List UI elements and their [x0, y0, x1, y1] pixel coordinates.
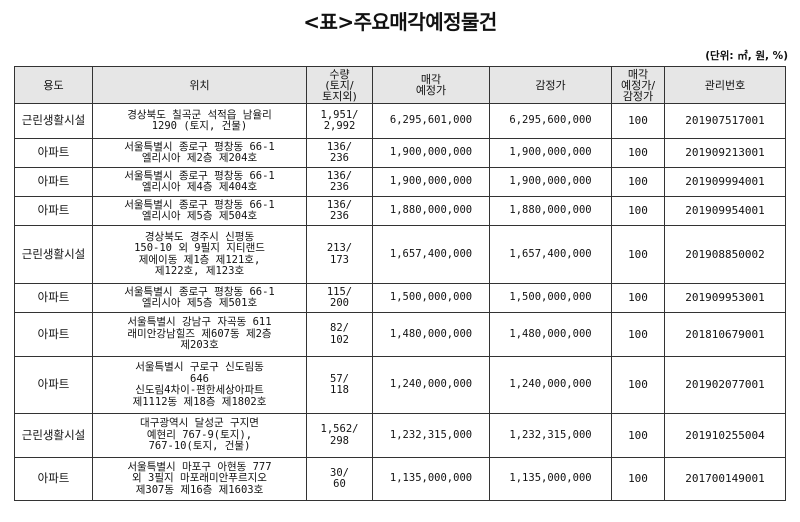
cell-ratio: 100	[611, 167, 665, 197]
cell-location: 서울특별시 종로구 평창동 66-1 엘리시아 제2층 제204호	[92, 138, 307, 168]
table-row: 근린생활시설 경상북도 칠곡군 석적읍 남율리 1290 (토지, 건물) 1,…	[14, 103, 786, 139]
cell-use: 아파트	[14, 312, 93, 357]
cell-ratio: 100	[611, 283, 665, 313]
cell-sale-price: 1,900,000,000	[372, 167, 490, 197]
cell-mgmt-no: 201909994001	[664, 167, 786, 197]
cell-location: 서울특별시 종로구 평창동 66-1 엘리시아 제5층 제504호	[92, 196, 307, 226]
cell-appraisal: 1,135,000,000	[489, 457, 612, 501]
table-row: 아파트 서울특별시 종로구 평창동 66-1 엘리시아 제5층 제501호 11…	[14, 283, 786, 313]
table-row: 아파트 서울특별시 종로구 평창동 66-1 엘리시아 제2층 제204호 13…	[14, 138, 786, 168]
cell-ratio: 100	[611, 413, 665, 458]
cell-location: 경상북도 경주시 신평동 150-10 외 9필지 지티랜드 제에이동 제1층 …	[92, 225, 307, 284]
cell-location: 서울특별시 종로구 평창동 66-1 엘리시아 제5층 제501호	[92, 283, 307, 313]
table-header-row: 용도 위치 수량 (토지/ 토지외) 매각 예정가 감정가 매각 예정가/ 감정…	[14, 66, 786, 104]
header-location: 위치	[92, 66, 307, 104]
cell-quantity: 1,951/ 2,992	[306, 103, 373, 139]
cell-location: 서울특별시 마포구 아현동 777 외 3필지 마포래미안푸르지오 제307동 …	[92, 457, 307, 501]
header-appraisal: 감정가	[489, 66, 612, 104]
cell-quantity: 115/ 200	[306, 283, 373, 313]
cell-appraisal: 1,480,000,000	[489, 312, 612, 357]
cell-quantity: 82/ 102	[306, 312, 373, 357]
cell-sale-price: 1,657,400,000	[372, 225, 490, 284]
cell-appraisal: 1,240,000,000	[489, 356, 612, 414]
table-row: 아파트 서울특별시 강남구 자곡동 611 래미안강남힐즈 제607동 제2층 …	[14, 312, 786, 357]
cell-sale-price: 1,135,000,000	[372, 457, 490, 501]
cell-use: 근린생활시설	[14, 413, 93, 458]
cell-ratio: 100	[611, 225, 665, 284]
cell-use: 아파트	[14, 356, 93, 414]
table-row: 근린생활시설 대구광역시 달성군 구지면 예현리 767-9(토지), 767-…	[14, 413, 786, 458]
cell-appraisal: 1,500,000,000	[489, 283, 612, 313]
cell-mgmt-no: 201902077001	[664, 356, 786, 414]
cell-quantity: 136/ 236	[306, 196, 373, 226]
cell-appraisal: 1,900,000,000	[489, 167, 612, 197]
cell-ratio: 100	[611, 457, 665, 501]
table-row: 아파트 서울특별시 종로구 평창동 66-1 엘리시아 제5층 제504호 13…	[14, 196, 786, 226]
table-row: 아파트 서울특별시 마포구 아현동 777 외 3필지 마포래미안푸르지오 제3…	[14, 457, 786, 501]
unit-note: (단위: ㎡, 원, %)	[705, 50, 788, 62]
cell-use: 아파트	[14, 167, 93, 197]
cell-sale-price: 1,500,000,000	[372, 283, 490, 313]
cell-mgmt-no: 201909953001	[664, 283, 786, 313]
cell-ratio: 100	[611, 312, 665, 357]
header-sale-price: 매각 예정가	[372, 66, 490, 104]
cell-mgmt-no: 201909954001	[664, 196, 786, 226]
cell-sale-price: 1,480,000,000	[372, 312, 490, 357]
cell-sale-price: 6,295,601,000	[372, 103, 490, 139]
cell-use: 근린생활시설	[14, 103, 93, 139]
cell-appraisal: 1,880,000,000	[489, 196, 612, 226]
cell-location: 대구광역시 달성군 구지면 예현리 767-9(토지), 767-10(토지, …	[92, 413, 307, 458]
cell-use: 아파트	[14, 196, 93, 226]
table-row: 아파트 서울특별시 종로구 평창동 66-1 엘리시아 제4층 제404호 13…	[14, 167, 786, 197]
cell-sale-price: 1,900,000,000	[372, 138, 490, 168]
cell-ratio: 100	[611, 196, 665, 226]
header-quantity: 수량 (토지/ 토지외)	[306, 66, 373, 104]
header-use: 용도	[14, 66, 93, 104]
cell-use: 아파트	[14, 283, 93, 313]
cell-quantity: 213/ 173	[306, 225, 373, 284]
cell-use: 아파트	[14, 457, 93, 501]
cell-appraisal: 1,657,400,000	[489, 225, 612, 284]
header-mgmt-no: 관리번호	[664, 66, 786, 104]
cell-location: 서울특별시 구로구 신도림동 646 신도림4차이-편한세상아파트 제1112동…	[92, 356, 307, 414]
cell-mgmt-no: 201909213001	[664, 138, 786, 168]
cell-use: 근린생활시설	[14, 225, 93, 284]
cell-ratio: 100	[611, 138, 665, 168]
table-row: 아파트 서울특별시 구로구 신도림동 646 신도림4차이-편한세상아파트 제1…	[14, 356, 786, 414]
cell-mgmt-no: 201910255004	[664, 413, 786, 458]
cell-mgmt-no: 201700149001	[664, 457, 786, 501]
cell-location: 경상북도 칠곡군 석적읍 남율리 1290 (토지, 건물)	[92, 103, 307, 139]
cell-mgmt-no: 201907517001	[664, 103, 786, 139]
table-row: 근린생활시설 경상북도 경주시 신평동 150-10 외 9필지 지티랜드 제에…	[14, 225, 786, 284]
cell-location: 서울특별시 강남구 자곡동 611 래미안강남힐즈 제607동 제2층 제203…	[92, 312, 307, 357]
header-ratio: 매각 예정가/ 감정가	[611, 66, 665, 104]
cell-mgmt-no: 201908850002	[664, 225, 786, 284]
cell-quantity: 1,562/ 298	[306, 413, 373, 458]
cell-quantity: 30/ 60	[306, 457, 373, 501]
cell-mgmt-no: 201810679001	[664, 312, 786, 357]
cell-sale-price: 1,240,000,000	[372, 356, 490, 414]
cell-quantity: 136/ 236	[306, 138, 373, 168]
cell-quantity: 136/ 236	[306, 167, 373, 197]
cell-use: 아파트	[14, 138, 93, 168]
sale-properties-table: 용도 위치 수량 (토지/ 토지외) 매각 예정가 감정가 매각 예정가/ 감정…	[14, 66, 786, 501]
cell-sale-price: 1,880,000,000	[372, 196, 490, 226]
cell-quantity: 57/ 118	[306, 356, 373, 414]
cell-appraisal: 6,295,600,000	[489, 103, 612, 139]
cell-ratio: 100	[611, 356, 665, 414]
page-title: <표>주요매각예정물건	[303, 10, 497, 34]
cell-location: 서울특별시 종로구 평창동 66-1 엘리시아 제4층 제404호	[92, 167, 307, 197]
cell-appraisal: 1,232,315,000	[489, 413, 612, 458]
cell-sale-price: 1,232,315,000	[372, 413, 490, 458]
cell-appraisal: 1,900,000,000	[489, 138, 612, 168]
cell-ratio: 100	[611, 103, 665, 139]
